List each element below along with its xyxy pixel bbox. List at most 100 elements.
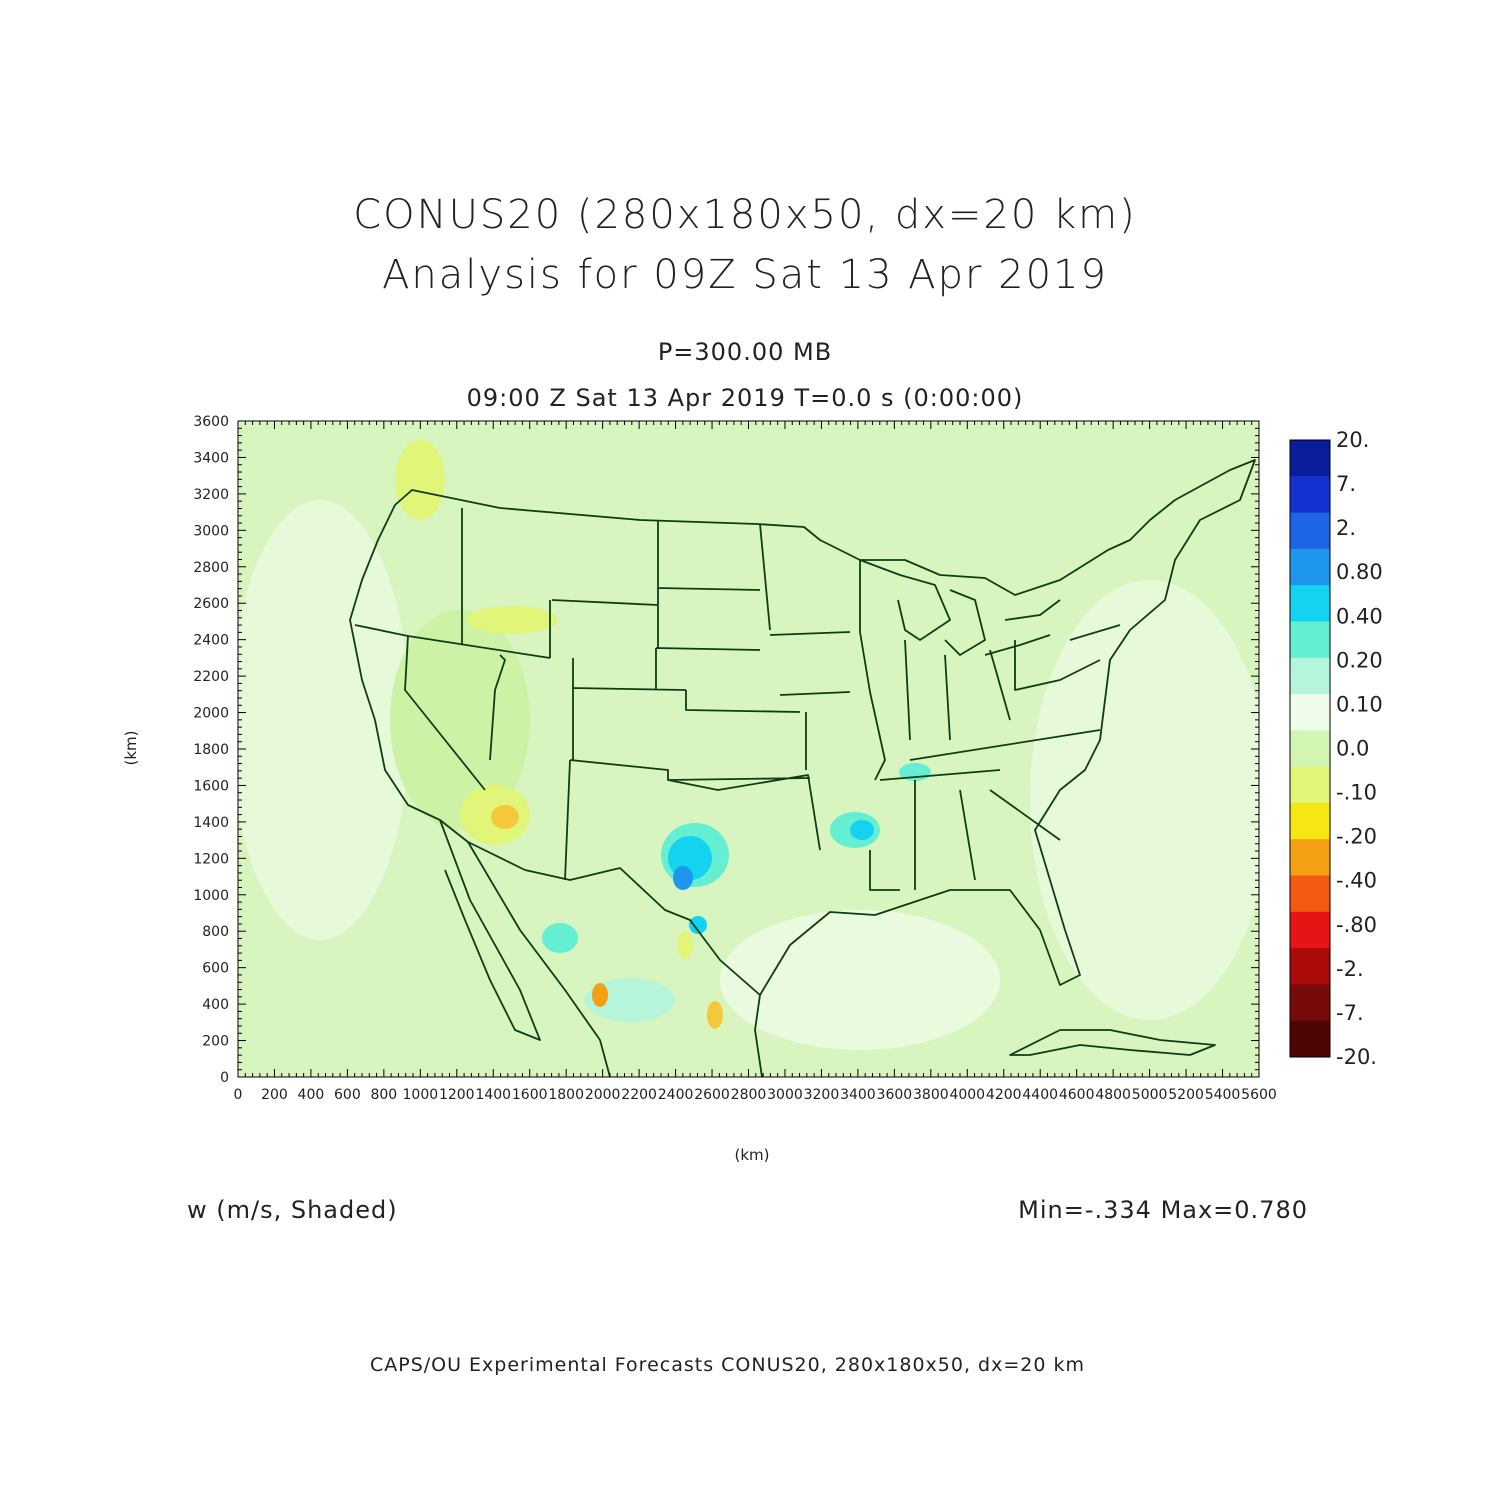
x-tick-label: 2800 xyxy=(731,1087,767,1103)
w-patch xyxy=(238,500,410,940)
x-tick-label: 5000 xyxy=(1132,1087,1168,1103)
y-tick-label: 2400 xyxy=(193,633,229,649)
pressure-level-label: P=300.00 MB xyxy=(657,338,833,366)
x-axis-label: (km) xyxy=(734,1146,769,1164)
colorbar-label: 2. xyxy=(1336,516,1356,540)
y-tick-label: 800 xyxy=(202,924,229,940)
y-tick-label: 1800 xyxy=(193,742,229,758)
x-tick-label: 1200 xyxy=(439,1087,475,1103)
min-max-label: Min=-.334 Max=0.780 xyxy=(1018,1196,1308,1224)
colorbar-swatch xyxy=(1290,766,1330,804)
y-tick-label: 2000 xyxy=(193,706,229,722)
x-tick-label: 0 xyxy=(234,1087,243,1103)
colorbar-frame xyxy=(1289,439,1331,1058)
y-tick-label: 1600 xyxy=(193,778,229,794)
state-and-coast-boundaries xyxy=(349,459,1256,1077)
colorbar-label: 0.10 xyxy=(1336,692,1383,716)
colorbar-label: -20. xyxy=(1336,1045,1377,1069)
colorbar-swatch xyxy=(1290,802,1330,840)
y-tick-label: 1400 xyxy=(193,815,229,831)
x-tick-label: 3800 xyxy=(913,1087,949,1103)
colorbar-swatch xyxy=(1290,948,1330,985)
mexico-west-coast xyxy=(439,819,541,1041)
us-outline xyxy=(349,459,1256,996)
map-area xyxy=(238,421,1259,1077)
x-tick-label: 2200 xyxy=(621,1087,657,1103)
x-tick-label: 1800 xyxy=(548,1087,584,1103)
colorbar-label: 0.0 xyxy=(1336,737,1369,761)
y-tick-label: 200 xyxy=(202,1034,229,1050)
colorbar-swatch xyxy=(1290,730,1330,768)
x-tick-label: 5600 xyxy=(1241,1087,1277,1103)
colorbar-label: 0.40 xyxy=(1336,604,1383,628)
colorbar-swatch xyxy=(1290,694,1330,731)
x-tick-label: 4600 xyxy=(1059,1087,1095,1103)
colorbar-swatch xyxy=(1290,512,1330,550)
colorbar-swatch xyxy=(1290,839,1330,877)
colorbar-swatch xyxy=(1290,476,1330,514)
colorbar-label: -2. xyxy=(1336,957,1364,981)
colorbar-label: -.40 xyxy=(1336,869,1377,893)
w-patch xyxy=(395,440,445,520)
mexico-gulf-coast xyxy=(754,994,763,1077)
colorbar-label: -.10 xyxy=(1336,781,1377,805)
w-patch xyxy=(850,820,874,840)
w-patch xyxy=(592,983,608,1007)
y-tick-label: 1000 xyxy=(193,888,229,904)
x-tick-label: 2000 xyxy=(585,1087,621,1103)
x-tick-label: 3200 xyxy=(804,1087,840,1103)
colorbar-label: 7. xyxy=(1336,472,1356,496)
x-tick-label: 1600 xyxy=(512,1087,548,1103)
x-tick-label: 4800 xyxy=(1095,1087,1131,1103)
y-tick-label: 0 xyxy=(220,1070,229,1086)
variable-label: w (m/s, Shaded) xyxy=(187,1196,398,1224)
axis-ticks xyxy=(237,420,1260,1078)
y-tick-labels: 0 200 400 600 800 1000 1200 1400 1600 1800 2000 220… xyxy=(193,414,229,1086)
x-tick-label: 800 xyxy=(370,1087,397,1103)
w-patch xyxy=(673,866,693,890)
y-tick-label: 1200 xyxy=(193,851,229,867)
x-tick-label: 600 xyxy=(334,1087,361,1103)
x-tick-label: 3600 xyxy=(877,1087,913,1103)
x-tick-label: 1400 xyxy=(475,1087,511,1103)
x-tick-label: 4000 xyxy=(949,1087,985,1103)
colorbar-label: 0.20 xyxy=(1336,648,1383,672)
w-patch xyxy=(491,805,519,829)
y-tick-label: 3600 xyxy=(193,414,229,430)
x-tick-label: 2400 xyxy=(658,1087,694,1103)
cuba-outline xyxy=(1009,1029,1216,1056)
w-field-shading xyxy=(238,440,1259,1050)
w-patch xyxy=(707,1001,723,1029)
colorbar-swatch xyxy=(1290,875,1330,913)
colorbar: 20. 7. 2. 0.80 0.40 0.20 0.10 0.0 -.10 -.20 -.40 -.… xyxy=(1289,428,1383,1069)
colorbar-label: 0.80 xyxy=(1336,560,1383,584)
colorbar-swatch xyxy=(1290,585,1330,622)
colorbar-swatch xyxy=(1290,440,1330,477)
colorbar-swatch xyxy=(1290,1020,1330,1058)
w-patch xyxy=(1030,580,1259,1020)
w-patch xyxy=(585,978,675,1022)
w-patch xyxy=(720,910,1000,1050)
x-tick-label: 200 xyxy=(261,1087,288,1103)
mexico-mainland-coast xyxy=(467,841,611,1077)
colorbar-label: -7. xyxy=(1336,1001,1364,1025)
colorbar-label: -.20 xyxy=(1336,825,1377,849)
y-tick-label: 600 xyxy=(202,961,229,977)
y-tick-label: 2200 xyxy=(193,669,229,685)
colorbar-label: -.80 xyxy=(1336,913,1377,937)
w-patch xyxy=(677,931,693,959)
y-tick-label: 3400 xyxy=(193,450,229,466)
x-tick-label: 5200 xyxy=(1168,1087,1204,1103)
map-title-line1: CONUS20 (280x180x50, dx=20 km) xyxy=(353,192,1137,238)
w-patch xyxy=(390,610,530,830)
x-tick-label: 1000 xyxy=(403,1087,439,1103)
y-tick-label: 3000 xyxy=(193,523,229,539)
y-tick-label: 3200 xyxy=(193,487,229,503)
y-tick-label: 400 xyxy=(202,997,229,1013)
x-tick-label: 2600 xyxy=(694,1087,730,1103)
colorbar-swatch xyxy=(1290,911,1330,949)
y-tick-label: 2600 xyxy=(193,596,229,612)
w-patch xyxy=(467,606,557,634)
colorbar-label: 20. xyxy=(1336,428,1369,452)
